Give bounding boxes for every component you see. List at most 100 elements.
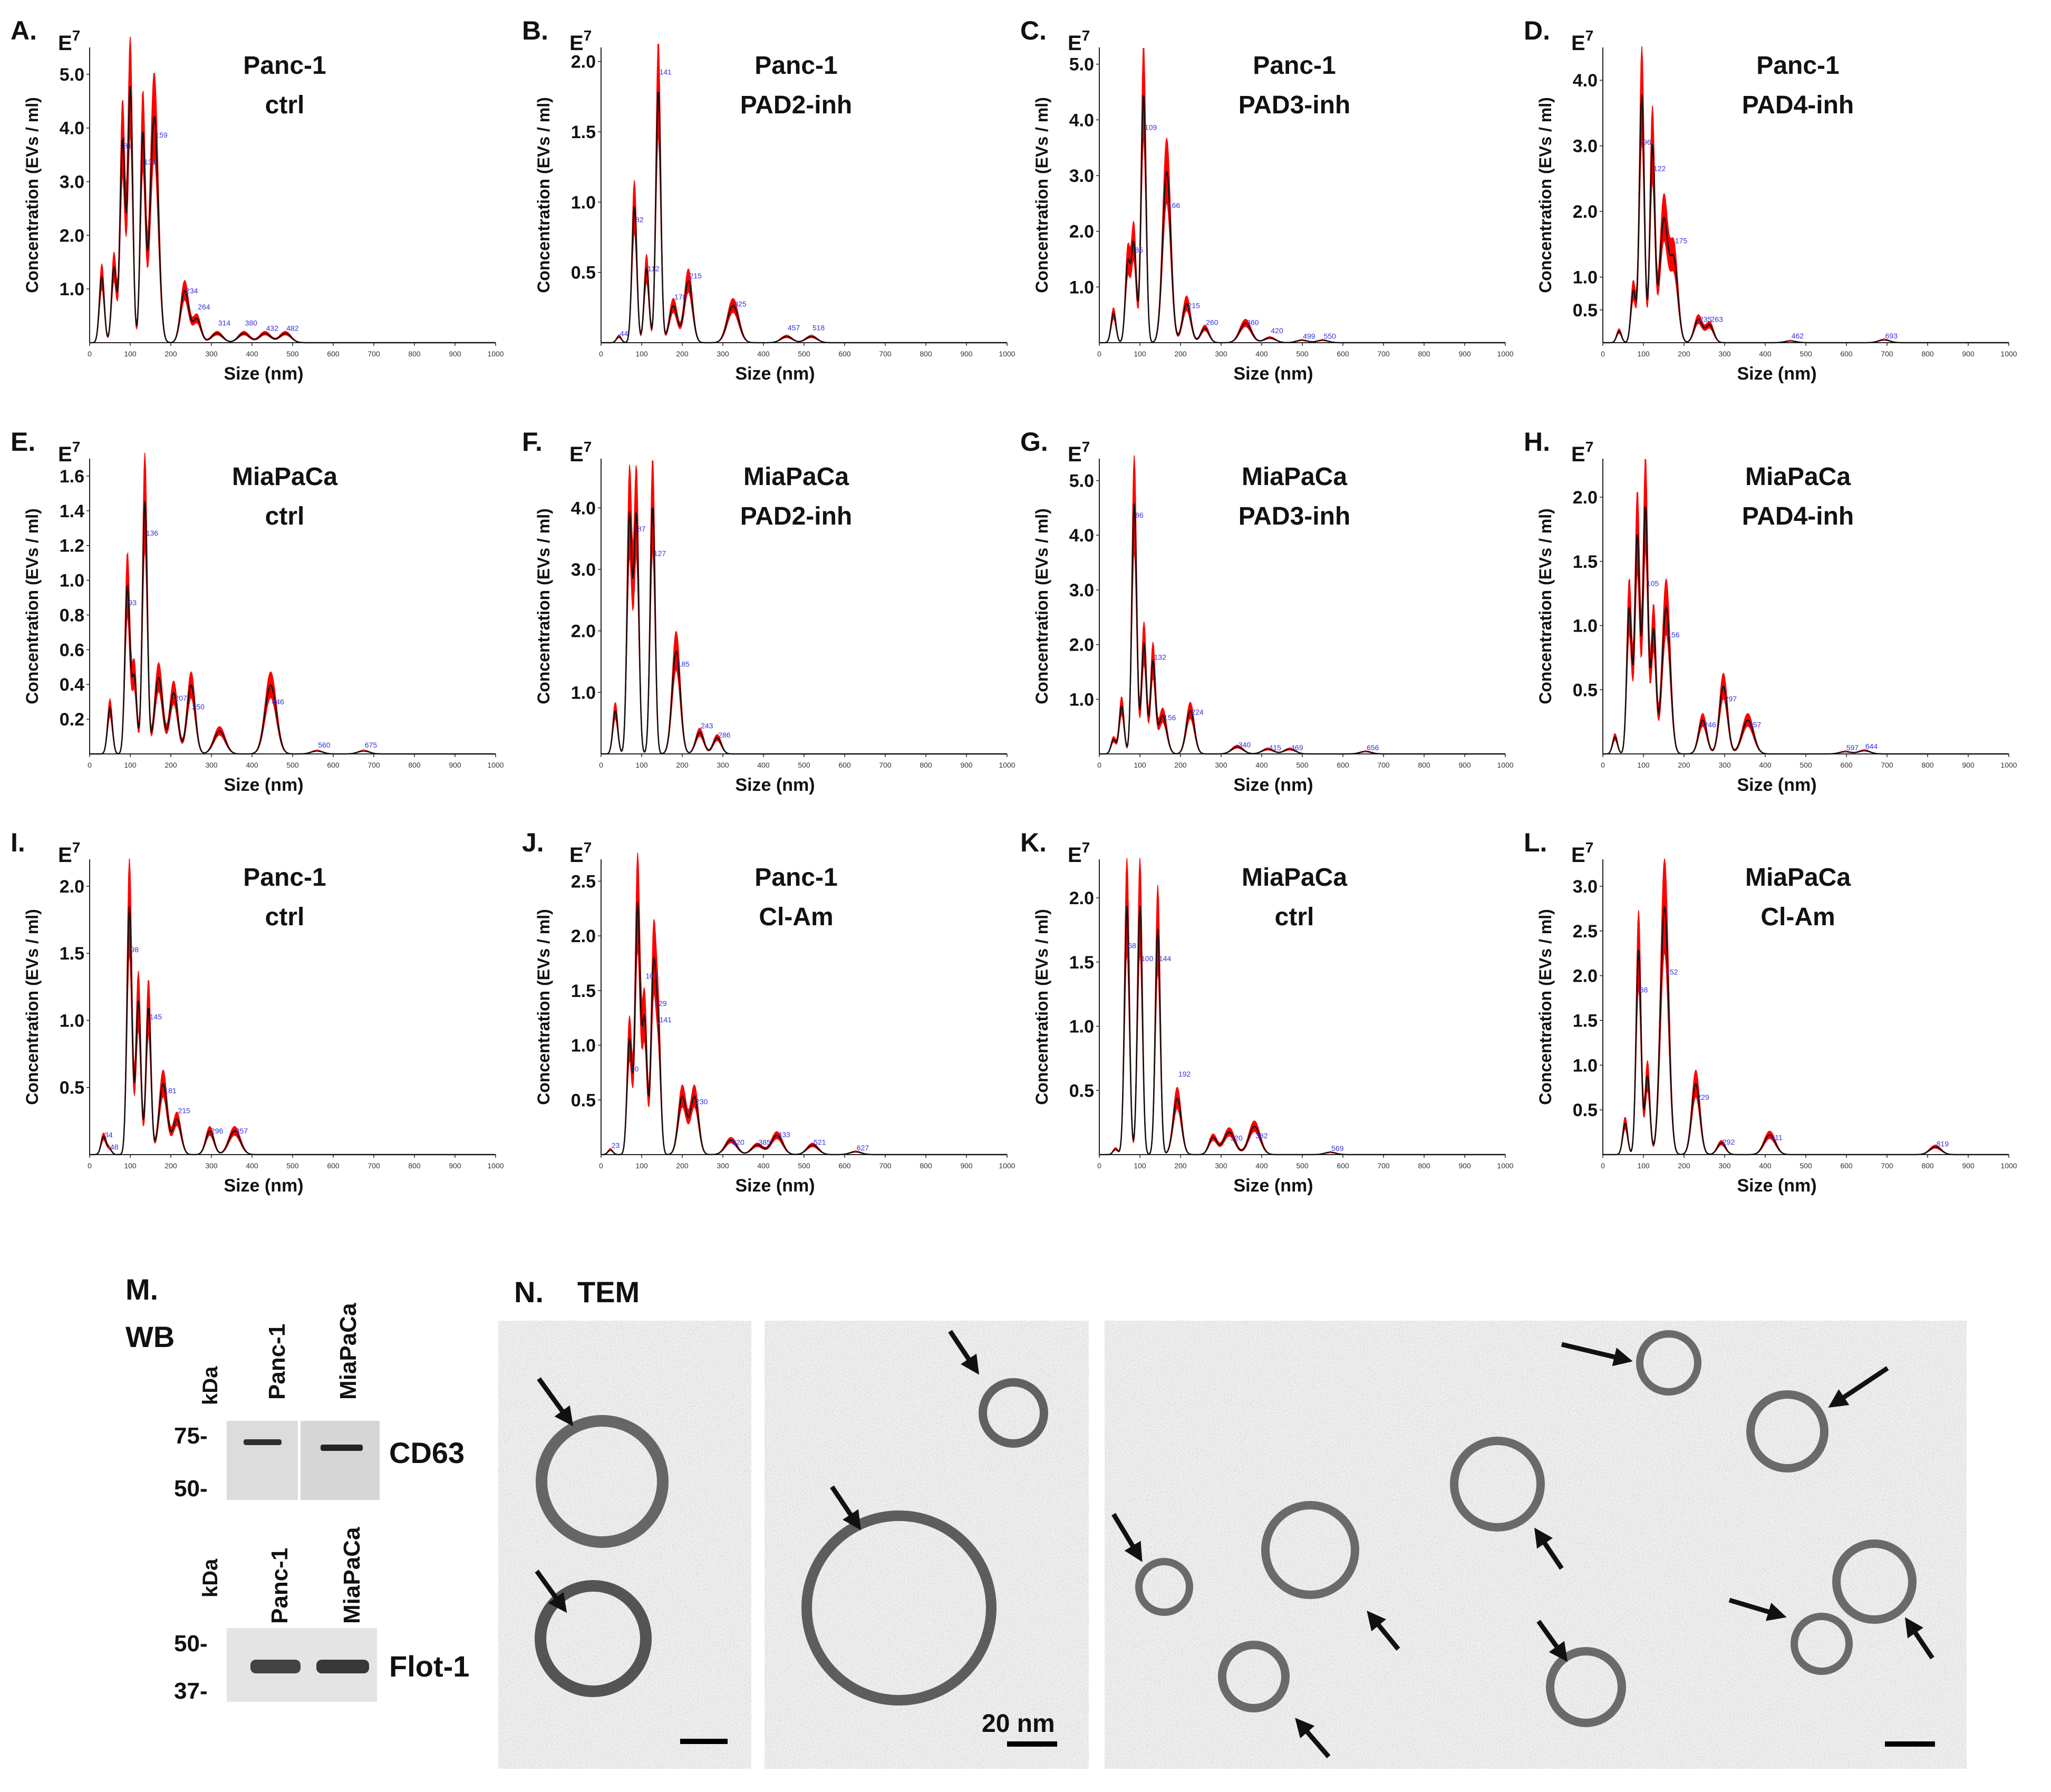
wb-band-cd63-panc1 <box>244 1439 282 1445</box>
x-tick-label: 700 <box>879 761 892 769</box>
exponent-label: E7 <box>1571 27 1593 55</box>
x-tick-label: 100 <box>1134 761 1146 769</box>
panel-label: F. <box>522 427 543 457</box>
x-tick-label: 800 <box>408 761 421 769</box>
peak-point <box>362 749 365 752</box>
tem-arrow <box>537 1377 574 1427</box>
peak-label: 560 <box>318 741 331 749</box>
x-tick-label: 400 <box>1759 350 1772 358</box>
exponent-superscript: 7 <box>1585 27 1594 44</box>
x-tick-label: 400 <box>1255 1161 1268 1170</box>
x-tick-label: 0 <box>1097 350 1101 358</box>
peak-label: 82 <box>635 215 644 224</box>
tem-arrow <box>1904 1617 1934 1660</box>
peak-point <box>628 482 631 485</box>
exponent-superscript: 7 <box>584 839 592 856</box>
peak-point <box>636 869 639 871</box>
y-tick-label: 5.0 <box>1069 471 1094 491</box>
x-tick-label: 400 <box>1255 761 1268 769</box>
x-tick-label: 700 <box>879 1161 892 1170</box>
x-tick-label: 500 <box>1800 761 1812 769</box>
x-tick-label: 700 <box>367 350 380 358</box>
peak-point <box>785 334 788 337</box>
peak-point <box>716 734 719 737</box>
peak-label: 229 <box>1697 1093 1709 1101</box>
mean-line <box>90 906 496 1156</box>
peak-label: 597 <box>1846 743 1859 752</box>
mean-line <box>1603 906 2009 1156</box>
x-tick-label: 1000 <box>999 1161 1015 1170</box>
peak-label: 260 <box>1206 318 1218 326</box>
peak-point <box>1112 736 1115 739</box>
x-tick-label: 800 <box>1921 1161 1934 1170</box>
x-tick-label: 900 <box>449 761 461 769</box>
peak-point <box>102 1133 105 1136</box>
y-tick-label: 4.0 <box>571 498 596 518</box>
wb-membrane-cd63-right <box>301 1421 380 1500</box>
tem-micrograph-1 <box>498 1321 751 1769</box>
y-tick-label: 1.0 <box>571 1036 596 1056</box>
x-tick-label: 1000 <box>999 761 1015 769</box>
tem-micrograph-3 <box>1105 1321 1967 1769</box>
peak-label: 420 <box>1271 326 1283 335</box>
chart-title-line: ctrl <box>265 903 305 931</box>
peak-point <box>1126 871 1128 874</box>
peak-label: 382 <box>1255 1131 1268 1140</box>
tem-vesicle <box>979 1378 1048 1448</box>
x-tick-label: 300 <box>1718 761 1731 769</box>
panel-label: G. <box>1020 427 1048 457</box>
peak-label: 156 <box>1164 713 1176 722</box>
peak-point <box>243 331 245 333</box>
y-tick-label: 3.0 <box>1573 877 1598 897</box>
wb-membrane-cd63-left <box>227 1421 298 1500</box>
peak-label: 499 <box>1303 332 1315 341</box>
x-tick-label: 1000 <box>1497 350 1513 358</box>
x-tick-label: 700 <box>1881 761 1893 769</box>
peak-label: 215 <box>178 1107 191 1115</box>
peak-point <box>1321 338 1324 341</box>
peak-point <box>1644 470 1647 473</box>
exponent-superscript: 7 <box>72 27 81 44</box>
x-tick-label: 1000 <box>2000 1161 2017 1170</box>
x-tick-label: 700 <box>1377 1161 1390 1170</box>
x-tick-label: 900 <box>1458 1161 1471 1170</box>
peak-point <box>1640 59 1643 62</box>
peak-point <box>121 111 124 113</box>
peak-point <box>1637 921 1640 923</box>
tem-arrow <box>1111 1513 1143 1562</box>
y-axis-label: Concentration (EVs / ml) <box>1032 97 1051 293</box>
wb-marker-37: 37- <box>174 1678 208 1704</box>
x-axis-label: Size (nm) <box>224 1176 303 1196</box>
x-tick-label: 400 <box>246 1161 258 1170</box>
peak-point <box>196 315 198 317</box>
x-tick-label: 700 <box>1377 761 1390 769</box>
panel-label: I. <box>11 828 25 857</box>
x-tick-label: 800 <box>920 761 932 769</box>
wb-marker-50-top: 50- <box>174 1476 208 1502</box>
peak-point <box>113 256 115 258</box>
y-tick-label: 0.5 <box>60 1078 84 1098</box>
tem-vesicle <box>1218 1641 1290 1712</box>
mean-line <box>601 901 1007 1156</box>
peak-label: 656 <box>1367 743 1379 752</box>
scale-bar <box>1885 1741 1935 1747</box>
x-tick-label: 600 <box>1840 761 1853 769</box>
x-tick-label: 700 <box>367 761 380 769</box>
peak-label: 107 <box>645 972 658 980</box>
peak-point <box>233 1127 236 1129</box>
panel-label: K. <box>1020 828 1047 857</box>
peak-point <box>1708 322 1711 324</box>
x-tick-label: 500 <box>1800 1161 1812 1170</box>
exponent-label: E7 <box>1571 439 1593 466</box>
peak-point <box>208 1127 211 1129</box>
x-axis-label: Size (nm) <box>1737 775 1816 795</box>
chart-title-line: ctrl <box>265 91 305 119</box>
peak-point <box>183 283 186 285</box>
peak-point <box>1329 1151 1332 1154</box>
x-tick-label: 300 <box>205 761 218 769</box>
peak-point <box>1185 297 1188 299</box>
peak-point <box>1652 612 1655 614</box>
mean-line <box>1099 906 1505 1156</box>
peak-point <box>1720 1140 1723 1142</box>
peak-label: 234 <box>186 286 198 295</box>
